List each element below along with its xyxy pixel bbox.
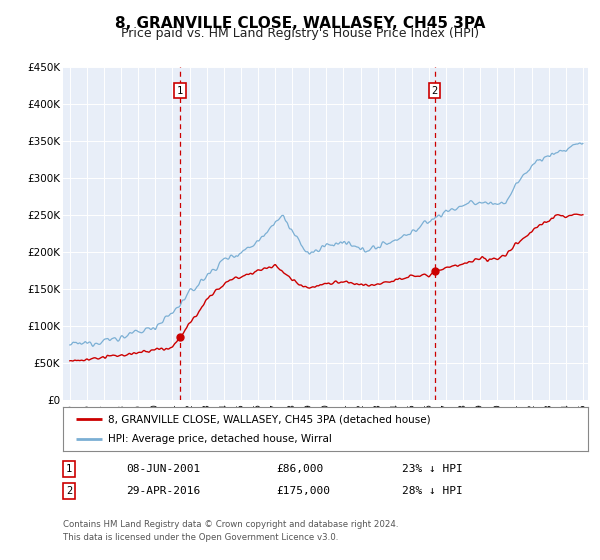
Text: £175,000: £175,000 (276, 486, 330, 496)
Text: 1: 1 (66, 464, 72, 474)
Text: Price paid vs. HM Land Registry's House Price Index (HPI): Price paid vs. HM Land Registry's House … (121, 27, 479, 40)
Text: 08-JUN-2001: 08-JUN-2001 (126, 464, 200, 474)
Text: 8, GRANVILLE CLOSE, WALLASEY, CH45 3PA: 8, GRANVILLE CLOSE, WALLASEY, CH45 3PA (115, 16, 485, 31)
Text: HPI: Average price, detached house, Wirral: HPI: Average price, detached house, Wirr… (107, 435, 331, 445)
Text: This data is licensed under the Open Government Licence v3.0.: This data is licensed under the Open Gov… (63, 533, 338, 542)
Text: 1: 1 (177, 86, 183, 96)
Text: Contains HM Land Registry data © Crown copyright and database right 2024.: Contains HM Land Registry data © Crown c… (63, 520, 398, 529)
Text: 2: 2 (66, 486, 72, 496)
Text: 8, GRANVILLE CLOSE, WALLASEY, CH45 3PA (detached house): 8, GRANVILLE CLOSE, WALLASEY, CH45 3PA (… (107, 414, 430, 424)
Text: 28% ↓ HPI: 28% ↓ HPI (402, 486, 463, 496)
Text: 2: 2 (431, 86, 438, 96)
Text: 23% ↓ HPI: 23% ↓ HPI (402, 464, 463, 474)
Text: 29-APR-2016: 29-APR-2016 (126, 486, 200, 496)
Text: £86,000: £86,000 (276, 464, 323, 474)
